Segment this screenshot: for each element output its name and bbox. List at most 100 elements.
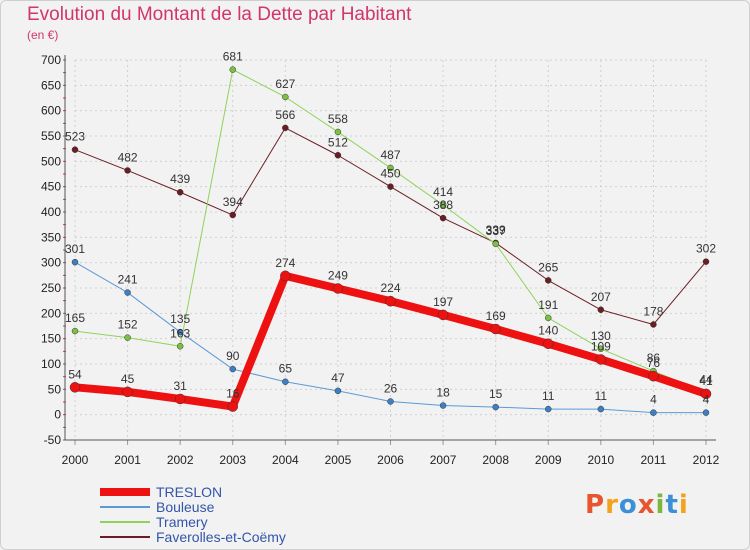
point-treslon (280, 270, 291, 282)
legend-swatch (100, 487, 150, 496)
point-tramery (334, 128, 342, 136)
point-bouleuse (282, 378, 289, 385)
point-faverolles-et-co-my (71, 146, 79, 153)
logo-letter: P (585, 490, 606, 520)
point-bouleuse (650, 409, 657, 416)
point-faverolles-et-co-my (439, 214, 447, 222)
legend-item-treslon: TRESLON (100, 483, 286, 500)
point-tramery (545, 314, 552, 322)
data-labels: 523 482 439 394 566 512 450 388 339 265 207 178 302 1… (65, 50, 716, 407)
data-label-tramery: 130 (591, 329, 611, 343)
point-tramery (176, 343, 184, 350)
x-tick-label: 2011 (641, 453, 667, 467)
data-label-faverolles-et-co-my: 302 (696, 242, 716, 256)
data-label-tramery: 165 (65, 311, 85, 325)
point-treslon (385, 295, 396, 307)
data-label-tramery: 627 (275, 77, 295, 91)
point-treslon (332, 283, 344, 294)
data-label-bouleuse: 15 (489, 387, 503, 401)
point-tramery (229, 66, 236, 73)
data-label-tramery: 681 (223, 50, 243, 64)
data-label-bouleuse: 301 (65, 242, 85, 256)
point-faverolles-et-co-my (334, 152, 342, 159)
data-label-bouleuse: 11 (595, 389, 608, 403)
x-tick-label: 2003 (219, 453, 246, 467)
point-faverolles-et-co-my (702, 258, 710, 265)
data-label-bouleuse: 90 (226, 349, 240, 363)
data-label-treslon: 54 (68, 367, 82, 381)
legend-swatch (100, 535, 150, 538)
data-label-tramery: 191 (538, 298, 558, 312)
data-label-treslon: 249 (328, 269, 348, 283)
x-tick-label: 2004 (272, 453, 299, 467)
grid (74, 59, 707, 441)
data-label-tramery: 487 (380, 148, 400, 162)
x-tick-label: 2007 (430, 453, 457, 467)
point-bouleuse (334, 387, 342, 395)
legend-swatch (100, 505, 150, 508)
legend-item-bouleuse: Bouleuse (100, 499, 286, 515)
point-tramery (124, 334, 131, 341)
data-label-faverolles-et-co-my: 339 (486, 223, 506, 237)
point-treslon (490, 323, 501, 335)
x-tick-label: 2010 (587, 453, 614, 467)
data-label-faverolles-et-co-my: 207 (591, 290, 611, 304)
point-tramery (492, 240, 499, 248)
point-faverolles-et-co-my (545, 277, 552, 284)
point-tramery (597, 345, 605, 353)
y-tick-label: 150 (41, 332, 61, 346)
point-tramery (71, 327, 79, 335)
data-label-bouleuse: 241 (118, 273, 138, 287)
point-bouleuse (439, 402, 447, 409)
data-label-tramery: 558 (328, 112, 348, 126)
data-label-bouleuse: 135 (170, 312, 190, 326)
data-label-bouleuse: 4 (650, 393, 657, 407)
logo-letter: i (678, 490, 689, 520)
logo-letter: x (637, 490, 656, 520)
y-tick-label: 400 (41, 205, 61, 219)
series (69, 66, 712, 416)
point-faverolles-et-co-my (650, 321, 657, 328)
data-label-tramery: 414 (433, 185, 453, 199)
data-label-tramery: 44 (699, 372, 713, 386)
point-faverolles-et-co-my (387, 183, 394, 190)
point-bouleuse (124, 289, 131, 296)
y-tick-label: 600 (41, 104, 61, 118)
x-tick-label: 2006 (377, 453, 404, 467)
x-tick-label: 2005 (325, 453, 352, 467)
point-bouleuse (176, 328, 184, 336)
point-tramery (439, 201, 447, 209)
data-label-treslon: 274 (275, 256, 295, 270)
data-label-faverolles-et-co-my: 439 (170, 172, 190, 186)
logo-letter: r (605, 490, 619, 520)
legend-item-faverolles-et-co-my: Faverolles-et-Coëmy (100, 529, 286, 545)
y-tick-label: 300 (41, 256, 61, 270)
point-treslon (174, 393, 186, 405)
point-faverolles-et-co-my (229, 211, 236, 219)
point-tramery (282, 93, 289, 101)
x-tick-label: 2009 (535, 453, 562, 467)
point-tramery (387, 164, 394, 172)
data-label-treslon: 140 (538, 324, 558, 338)
legend: TRESLON Bouleuse Tramery Faverolles-et-Coëm… (100, 483, 286, 545)
legend-swatch (100, 520, 150, 523)
point-bouleuse (229, 365, 236, 373)
logo-letter: t (665, 490, 679, 520)
data-label-treslon: 169 (486, 309, 506, 323)
point-faverolles-et-co-my (176, 188, 184, 196)
x-tick-label: 2008 (482, 453, 509, 467)
data-label-treslon: 45 (121, 372, 135, 386)
point-treslon (543, 338, 554, 349)
point-faverolles-et-co-my (124, 167, 131, 174)
data-label-treslon: 197 (433, 295, 453, 309)
data-label-tramery: 86 (647, 351, 661, 365)
x-tick-label: 2012 (693, 453, 720, 467)
axes: -50 0 50 100 150 200 250 300 350 400 450 500 550 600 6… (41, 53, 720, 467)
x-tick-label: 2002 (167, 453, 194, 467)
point-treslon (595, 354, 607, 365)
point-treslon (648, 370, 659, 382)
data-label-faverolles-et-co-my: 178 (643, 304, 663, 318)
legend-label: TRESLON (156, 483, 223, 500)
y-tick-label: -50 (44, 433, 62, 447)
